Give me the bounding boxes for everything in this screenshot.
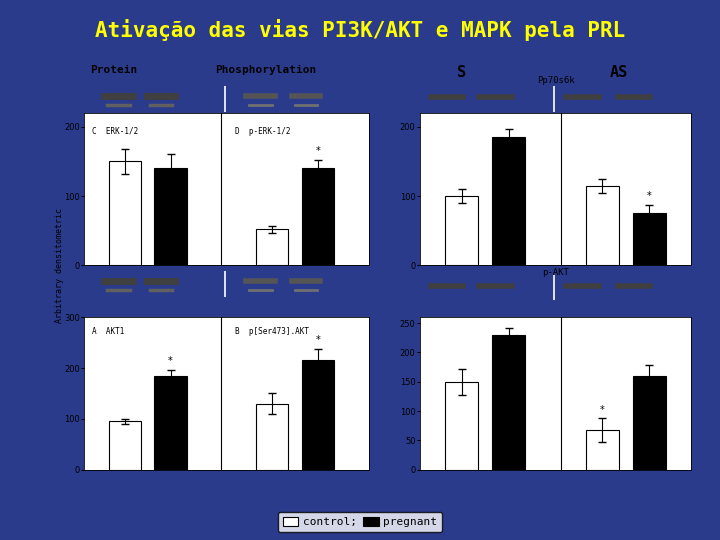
Text: *: *	[168, 355, 173, 366]
Bar	[302, 360, 334, 470]
Text: Arbitrary densitometric: Arbitrary densitometric	[55, 208, 64, 323]
Bar	[256, 230, 289, 265]
Bar	[492, 335, 525, 470]
Text: AS: AS	[610, 65, 629, 79]
Text: B  p[Ser473].AKT: B p[Ser473].AKT	[235, 327, 309, 336]
Text: *: *	[315, 335, 320, 345]
Text: *: *	[600, 404, 605, 415]
Bar	[586, 430, 619, 470]
Text: *: *	[315, 146, 320, 156]
Bar	[154, 168, 186, 265]
Bar	[109, 161, 141, 265]
Bar	[492, 137, 525, 265]
Text: *: *	[647, 191, 652, 201]
Text: C  ERK-1/2: C ERK-1/2	[92, 127, 139, 136]
Bar	[445, 382, 478, 470]
Text: S: S	[457, 65, 467, 79]
Bar	[633, 213, 666, 265]
Legend: control;, pregnant: control;, pregnant	[278, 512, 442, 532]
Bar	[154, 376, 186, 470]
Bar	[633, 376, 666, 470]
Text: D  p-ERK-1/2: D p-ERK-1/2	[235, 127, 290, 136]
Bar	[109, 422, 141, 470]
Text: p-AKT: p-AKT	[542, 268, 569, 277]
Text: Ativação das vias PI3K/AKT e MAPK pela PRL: Ativação das vias PI3K/AKT e MAPK pela P…	[95, 19, 625, 41]
Text: Phosphorylation: Phosphorylation	[215, 65, 316, 75]
Text: Pp70s6k: Pp70s6k	[536, 76, 575, 85]
Bar	[302, 168, 334, 265]
Text: A  AKT1: A AKT1	[92, 327, 125, 336]
Text: Protein: Protein	[90, 65, 137, 75]
Bar	[256, 404, 289, 470]
Bar	[586, 186, 619, 265]
Bar	[445, 196, 478, 265]
